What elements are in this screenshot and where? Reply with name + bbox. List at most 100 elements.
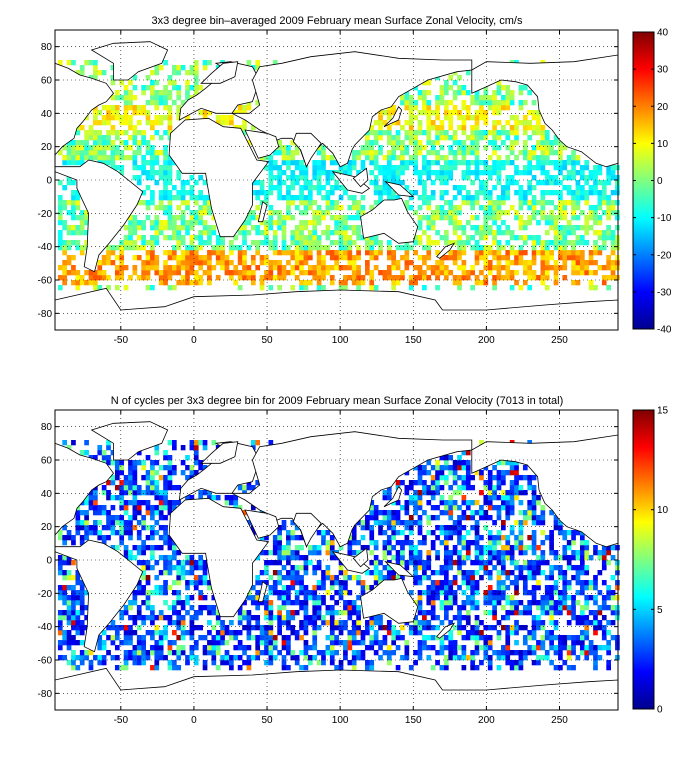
bin-cell (505, 130, 511, 136)
bin-cell (527, 185, 533, 191)
bin-cell (448, 485, 454, 491)
bin-cell (75, 520, 81, 526)
bin-cell (281, 640, 287, 646)
bin-cell (492, 95, 497, 101)
bin-cell (316, 145, 322, 151)
bin-cell (470, 130, 475, 136)
bin-cell (207, 230, 212, 236)
bin-cell (443, 465, 449, 471)
bin-cell (479, 190, 484, 196)
bin-cell (522, 130, 528, 136)
bin-cell (492, 145, 497, 151)
bin-cell (479, 270, 484, 276)
bin-cell (128, 100, 133, 106)
bin-cell (351, 625, 357, 631)
bin-cell (426, 600, 432, 606)
bin-cell (430, 180, 436, 186)
bin-cell (470, 650, 475, 656)
bin-cell (277, 275, 282, 281)
bin-cell (255, 575, 261, 581)
bin-cell (536, 585, 541, 591)
bin-cell (606, 260, 611, 266)
bin-cell (443, 605, 449, 611)
bin-cell (562, 205, 568, 211)
bin-cell (316, 650, 322, 656)
bin-cell (176, 560, 182, 566)
bin-cell (443, 80, 449, 86)
bin-cell (549, 250, 554, 256)
bin-cell (158, 200, 164, 206)
bin-cell (562, 250, 568, 256)
bin-cell (150, 635, 155, 641)
bin-cell (514, 585, 519, 591)
bin-cell (443, 615, 449, 621)
bin-cell (373, 635, 379, 641)
bin-cell (470, 485, 475, 491)
bin-cell (474, 250, 480, 256)
bin-cell (286, 185, 291, 191)
bin-cell (264, 270, 269, 276)
bin-cell (496, 275, 502, 281)
bin-cell (356, 580, 361, 586)
bin-cell (62, 260, 67, 266)
bin-cell (360, 585, 366, 591)
bin-cell (268, 215, 274, 221)
bin-cell (176, 235, 182, 241)
bin-cell (579, 590, 585, 596)
bin-cell (202, 635, 208, 641)
bin-cell (351, 270, 357, 276)
bin-cell (558, 210, 563, 216)
bin-cell (163, 450, 168, 456)
bin-cell (132, 140, 138, 146)
bin-cell (470, 660, 475, 666)
bin-cell (531, 595, 537, 601)
bin-cell (448, 215, 454, 221)
bin-cell (123, 140, 129, 146)
bin-cell (136, 165, 142, 171)
bin-cell (571, 665, 576, 671)
bin-cell (246, 275, 252, 281)
bin-cell (185, 465, 190, 471)
bin-cell (461, 170, 467, 176)
bin-cell (343, 240, 348, 246)
bin-cell (479, 185, 484, 191)
bin-cell (211, 645, 217, 651)
bin-cell (575, 235, 581, 241)
bin-cell (505, 570, 511, 576)
bin-cell (531, 485, 537, 491)
bin-cell (474, 665, 480, 671)
bin-cell (171, 605, 177, 611)
bin-cell (501, 470, 506, 476)
bin-cell (259, 200, 265, 206)
bin-cell (97, 260, 103, 266)
bin-cell (386, 490, 392, 496)
bin-cell (128, 640, 133, 646)
bin-cell (176, 230, 182, 236)
bin-cell (75, 625, 81, 631)
bin-cell (544, 560, 550, 566)
bin-cell (132, 110, 138, 116)
bin-cell (167, 500, 173, 506)
bin-cell (272, 545, 278, 551)
bin-cell (579, 580, 585, 586)
bin-cell (483, 180, 489, 186)
bin-cell (522, 475, 528, 481)
bin-cell (549, 210, 554, 216)
bin-cell (443, 530, 449, 536)
bin-cell (457, 110, 462, 116)
bin-cell (365, 250, 370, 256)
bin-cell (566, 645, 572, 651)
bin-cell (207, 490, 212, 496)
bin-cell (391, 635, 397, 641)
bin-cell (461, 540, 467, 546)
bin-cell (593, 595, 598, 601)
bin-cell (246, 630, 252, 636)
bin-cell (198, 240, 203, 246)
bin-cell (141, 575, 146, 581)
bin-cell (123, 155, 129, 161)
bin-cell (417, 225, 423, 231)
bin-cell (220, 250, 225, 256)
bin-cell (356, 155, 361, 161)
bin-cell (198, 255, 203, 261)
bin-cell (277, 560, 282, 566)
